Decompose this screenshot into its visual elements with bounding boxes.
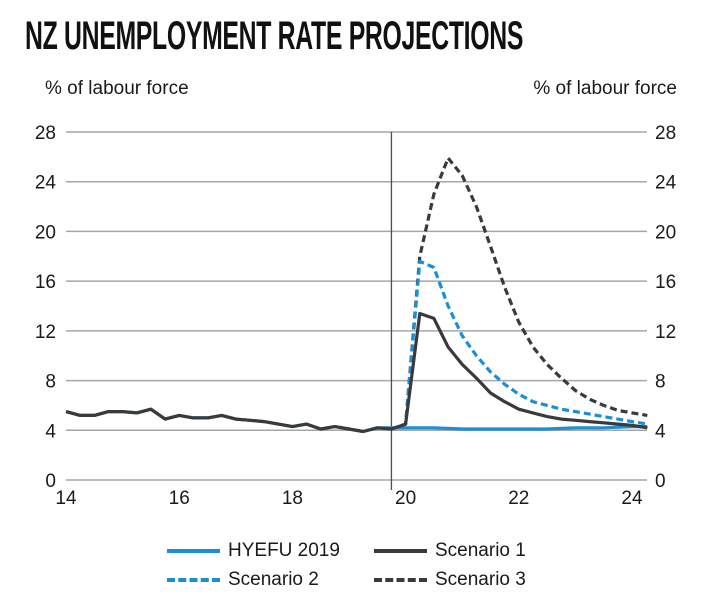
y-tick-label-right: 28	[655, 123, 676, 144]
right-y-axis-ticks: 0 4 8 12 16 20 24 28	[655, 123, 677, 492]
legend-swatch-scenario-1	[374, 549, 427, 553]
chart-title: NZ UNEMPLOYMENT RATE PROJECTIONS	[25, 14, 524, 58]
x-tick-label: 24	[621, 488, 643, 509]
legend-label: HYEFU 2019	[228, 540, 340, 561]
legend-label: Scenario 1	[435, 540, 526, 561]
left-axis-unit-label: % of labour force	[45, 78, 189, 99]
y-tick-label-right: 24	[655, 173, 677, 194]
legend-item-hyefu-2019: HYEFU 2019	[167, 538, 340, 564]
legend-item-scenario-3: Scenario 3	[374, 567, 526, 593]
legend-label: Scenario 3	[435, 569, 526, 590]
x-tick-label: 14	[55, 488, 77, 509]
series-line-scenario-1	[65, 311, 648, 434]
y-tick-label-left: 4	[45, 421, 56, 442]
series-line-scenario-3	[390, 156, 648, 431]
y-tick-label-left: 8	[45, 372, 56, 393]
y-tick-label-right: 16	[655, 272, 676, 293]
y-tick-label-right: 4	[655, 421, 666, 442]
legend-swatch-scenario-3	[374, 578, 427, 582]
y-tick-label-left: 12	[35, 322, 56, 343]
series-line-scenario-2	[390, 259, 648, 431]
legend-swatch-hyefu-2019	[167, 549, 220, 553]
left-y-axis-ticks: 0 4 8 12 16 20 24 28	[35, 123, 57, 492]
x-tick-label: 20	[395, 488, 416, 509]
y-tick-label-left: 20	[35, 222, 56, 243]
x-axis-ticks: 14 16 18 20 22 24	[55, 488, 643, 509]
y-tick-label-right: 8	[655, 372, 666, 393]
y-tick-label-left: 28	[35, 123, 56, 144]
x-tick-label: 16	[169, 488, 190, 509]
x-tick-label: 22	[508, 488, 529, 509]
x-tick-label: 18	[282, 488, 303, 509]
y-tick-label-right: 20	[655, 222, 676, 243]
y-tick-label-left: 0	[45, 471, 56, 492]
right-axis-unit-label: % of labour force	[533, 78, 677, 99]
legend-item-scenario-2: Scenario 2	[167, 567, 319, 593]
gridlines	[66, 131, 647, 490]
legend-swatch-scenario-2	[167, 578, 220, 582]
y-tick-label-left: 24	[35, 173, 57, 194]
legend-label: Scenario 2	[228, 569, 319, 590]
y-tick-label-right: 0	[655, 471, 666, 492]
y-tick-label-left: 16	[35, 272, 56, 293]
legend-item-scenario-1: Scenario 1	[374, 538, 526, 564]
y-tick-label-right: 12	[655, 322, 676, 343]
series-lines	[65, 156, 648, 434]
